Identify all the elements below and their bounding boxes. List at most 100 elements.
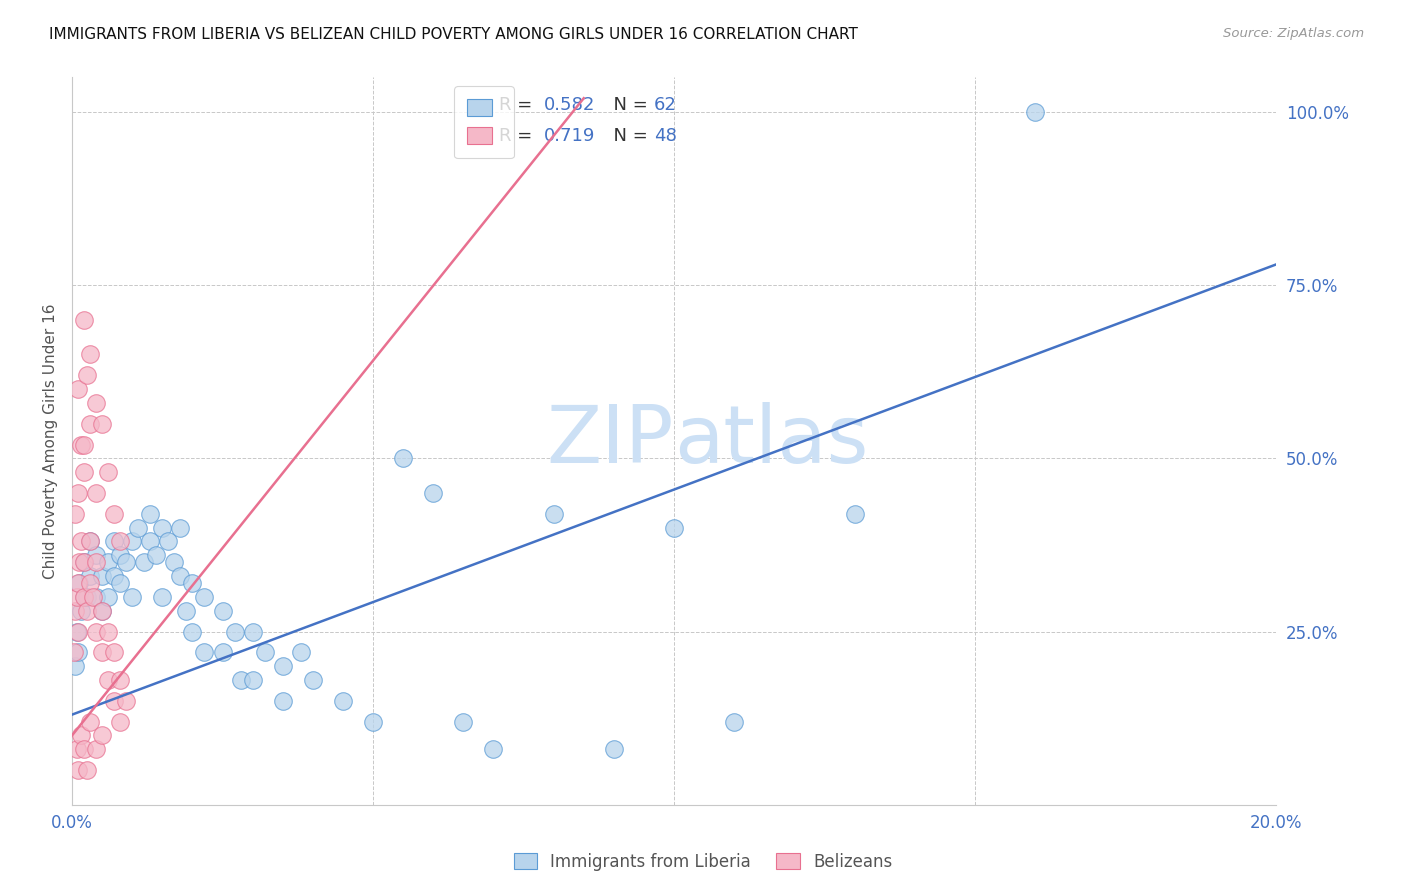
Point <box>79 534 101 549</box>
Point <box>150 590 173 604</box>
Text: 48: 48 <box>654 128 676 145</box>
Point <box>91 417 114 431</box>
Point <box>211 645 233 659</box>
Point <box>84 590 107 604</box>
Point <box>84 555 107 569</box>
Legend: , : , <box>454 87 513 159</box>
Point <box>67 576 90 591</box>
Text: 0.582: 0.582 <box>544 96 595 114</box>
Point <box>70 534 93 549</box>
Point <box>91 728 114 742</box>
Text: atlas: atlas <box>673 402 869 480</box>
Text: ZIP: ZIP <box>547 402 673 480</box>
Point <box>543 507 565 521</box>
Point <box>79 714 101 729</box>
Point <box>150 521 173 535</box>
Point <box>66 382 89 396</box>
Point <box>193 645 215 659</box>
Point <box>70 728 93 742</box>
Legend: Immigrants from Liberia, Belizeans: Immigrants from Liberia, Belizeans <box>506 845 900 880</box>
Point <box>79 576 101 591</box>
Point <box>121 590 143 604</box>
Point <box>73 465 96 479</box>
Point <box>290 645 312 659</box>
Point <box>97 555 120 569</box>
Point <box>603 742 626 756</box>
Point <box>63 604 86 618</box>
Point <box>66 645 89 659</box>
Point <box>229 673 252 687</box>
Point <box>301 673 323 687</box>
Text: N =: N = <box>602 96 654 114</box>
Point <box>121 534 143 549</box>
Point <box>66 763 89 777</box>
Text: 0.719: 0.719 <box>544 128 595 145</box>
Point <box>63 659 86 673</box>
Point <box>134 555 156 569</box>
Point <box>242 624 264 639</box>
Point <box>108 549 131 563</box>
Point <box>271 694 294 708</box>
Point <box>67 555 90 569</box>
Point <box>73 590 96 604</box>
Point <box>66 486 89 500</box>
Point <box>145 549 167 563</box>
Point <box>97 624 120 639</box>
Point <box>139 534 162 549</box>
Y-axis label: Child Poverty Among Girls Under 16: Child Poverty Among Girls Under 16 <box>44 303 58 579</box>
Point <box>84 396 107 410</box>
Point <box>103 645 125 659</box>
Point <box>79 347 101 361</box>
Point <box>169 569 191 583</box>
Point <box>79 569 101 583</box>
Point <box>422 486 444 500</box>
Point <box>242 673 264 687</box>
Point <box>103 507 125 521</box>
Text: R =: R = <box>499 96 538 114</box>
Point <box>73 590 96 604</box>
Point <box>115 694 138 708</box>
Point <box>91 604 114 618</box>
Point <box>723 714 745 729</box>
Point <box>70 437 93 451</box>
Point <box>361 714 384 729</box>
Point <box>127 521 149 535</box>
Point <box>76 604 98 618</box>
Point <box>84 624 107 639</box>
Text: IMMIGRANTS FROM LIBERIA VS BELIZEAN CHILD POVERTY AMONG GIRLS UNDER 16 CORRELATI: IMMIGRANTS FROM LIBERIA VS BELIZEAN CHIL… <box>49 27 858 42</box>
Point <box>392 451 415 466</box>
Point <box>103 569 125 583</box>
Point <box>76 763 98 777</box>
Point <box>82 590 104 604</box>
Point <box>63 507 86 521</box>
Point <box>66 590 89 604</box>
Point <box>224 624 246 639</box>
Point <box>73 555 96 569</box>
Point <box>91 645 114 659</box>
Point <box>163 555 186 569</box>
Point <box>66 742 89 756</box>
Point <box>103 694 125 708</box>
Text: R =: R = <box>499 128 538 145</box>
Point <box>844 507 866 521</box>
Point <box>84 486 107 500</box>
Point <box>79 417 101 431</box>
Point <box>73 437 96 451</box>
Point <box>79 534 101 549</box>
Point <box>157 534 180 549</box>
Text: N =: N = <box>602 128 654 145</box>
Point <box>181 624 204 639</box>
Point <box>253 645 276 659</box>
Point <box>176 604 198 618</box>
Point <box>108 714 131 729</box>
Point <box>332 694 354 708</box>
Point <box>76 590 98 604</box>
Point <box>211 604 233 618</box>
Text: Source: ZipAtlas.com: Source: ZipAtlas.com <box>1223 27 1364 40</box>
Point <box>97 673 120 687</box>
Point <box>482 742 505 756</box>
Point <box>108 534 131 549</box>
Point <box>66 576 89 591</box>
Point <box>73 555 96 569</box>
Point <box>84 742 107 756</box>
